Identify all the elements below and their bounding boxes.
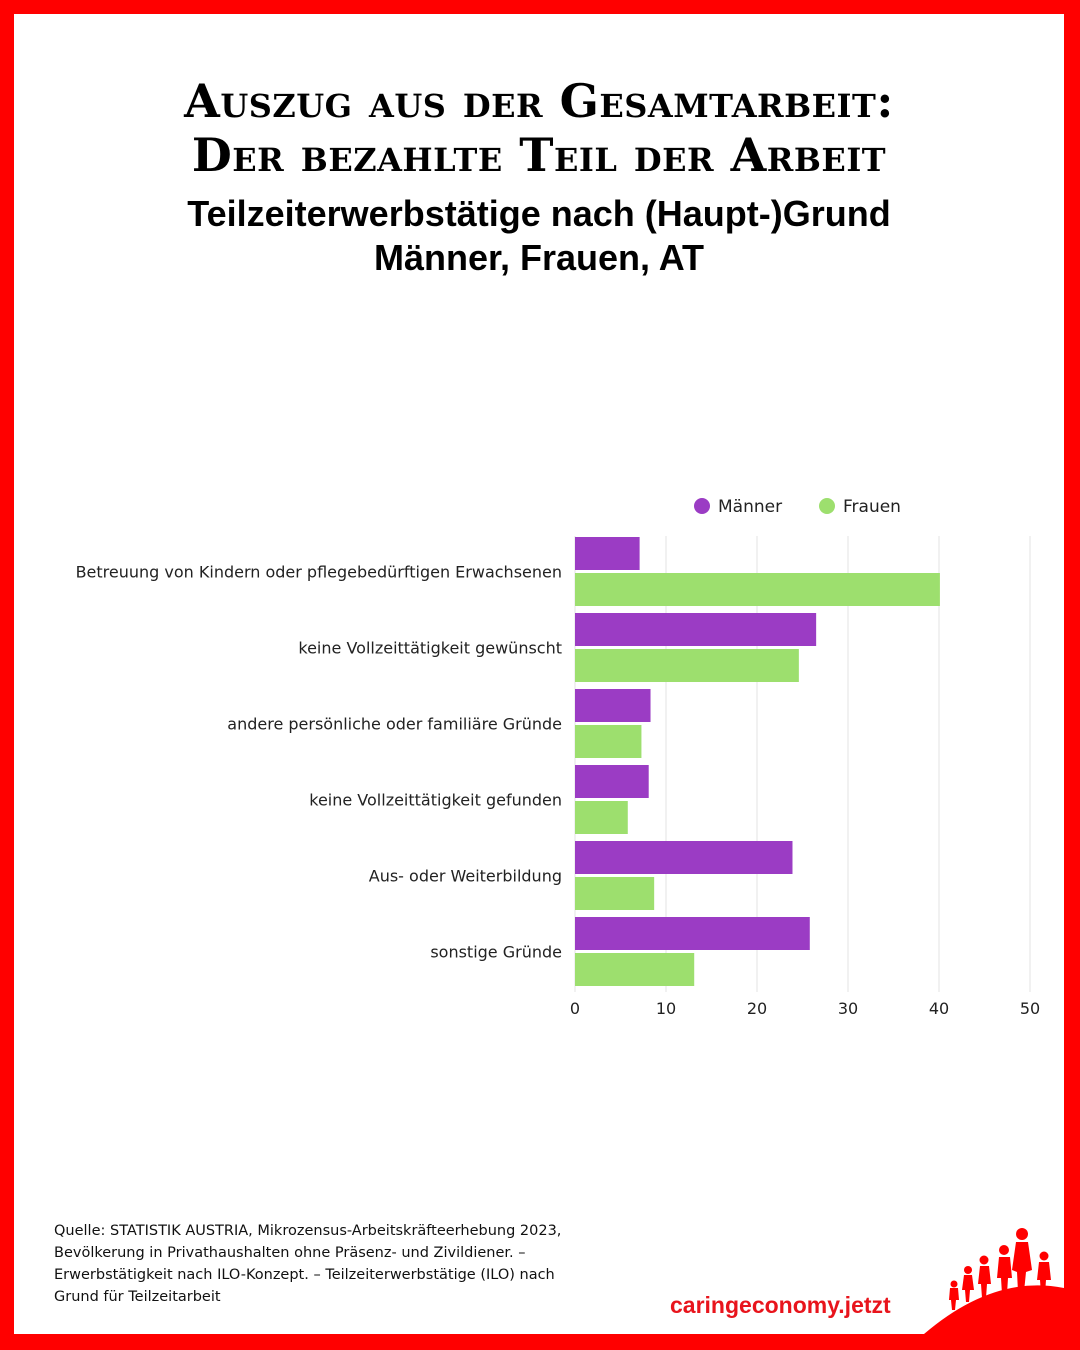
category-labels: Betreuung von Kindern oder pflegebedürft… (76, 563, 562, 962)
source-line-3: Erwerbstätigkeit nach ILO-Konzept. – Tei… (54, 1267, 555, 1283)
category-label: Betreuung von Kindern oder pflegebedürft… (76, 563, 562, 582)
category-label: keine Vollzeittätigkeit gefunden (309, 791, 562, 810)
bar-maenner (575, 613, 817, 646)
legend: Männer Frauen (694, 497, 901, 517)
bar-maenner (575, 841, 793, 874)
x-tick-label: 50 (1020, 999, 1040, 1018)
source-line-4: Grund für Teilzeitarbeit (54, 1289, 221, 1305)
x-tick-label: 0 (570, 999, 580, 1018)
poster-frame: Auszug aus der Gesamtarbeit: Der bezahlt… (14, 14, 1064, 1334)
source-line-2: Bevölkerung in Privathaushalten ohne Prä… (54, 1245, 526, 1261)
bar-frauen (575, 573, 940, 606)
people-family-silhouette-icon (924, 1228, 1064, 1334)
bar-frauen (575, 877, 655, 910)
category-label: andere persönliche oder familiäre Gründe (227, 715, 562, 734)
chart-subtitle: Teilzeiterwerbstätige nach (Haupt-)Grund… (14, 192, 1064, 280)
bar-frauen (575, 801, 628, 834)
x-tick-label: 10 (656, 999, 676, 1018)
title-line-1: Auszug aus der Gesamtarbeit: (184, 74, 894, 128)
bar-maenner (575, 689, 651, 722)
x-axis-ticks: 0 10 20 30 40 50 (570, 999, 1040, 1018)
legend-label: Frauen (843, 497, 901, 517)
legend-marker (819, 498, 835, 514)
brand-link[interactable]: caringeconomy.jetzt (670, 1292, 891, 1318)
category-label: sonstige Gründe (430, 943, 562, 962)
title-line-2: Der bezahlte Teil der Arbeit (191, 128, 887, 182)
category-label: keine Vollzeittätigkeit gewünscht (298, 639, 562, 658)
legend-marker (694, 498, 710, 514)
x-tick-label: 20 (747, 999, 767, 1018)
bar-maenner (575, 917, 810, 950)
source-line-1: Quelle: STATISTIK AUSTRIA, Mikrozensus-A… (54, 1223, 562, 1239)
x-tick-label: 30 (838, 999, 858, 1018)
subtitle-line-1: Teilzeiterwerbstätige nach (Haupt-)Grund (187, 193, 891, 234)
grid-lines (574, 536, 1031, 992)
subtitle-line-2: Männer, Frauen, AT (373, 237, 705, 278)
bar-frauen (575, 649, 799, 682)
category-label: Aus- oder Weiterbildung (369, 867, 562, 886)
bar-frauen (575, 953, 695, 986)
page-title: Auszug aus der Gesamtarbeit: Der bezahlt… (14, 74, 1064, 182)
bar-maenner (575, 537, 640, 570)
source-note: Quelle: STATISTIK AUSTRIA, Mikrozensus-A… (54, 1220, 654, 1308)
bar-maenner (575, 765, 649, 798)
x-tick-label: 40 (929, 999, 949, 1018)
bars (575, 537, 940, 986)
legend-label: Männer (718, 497, 782, 517)
bar-chart: Betreuung von Kindern oder pflegebedürft… (76, 497, 1041, 1018)
bar-frauen (575, 725, 642, 758)
